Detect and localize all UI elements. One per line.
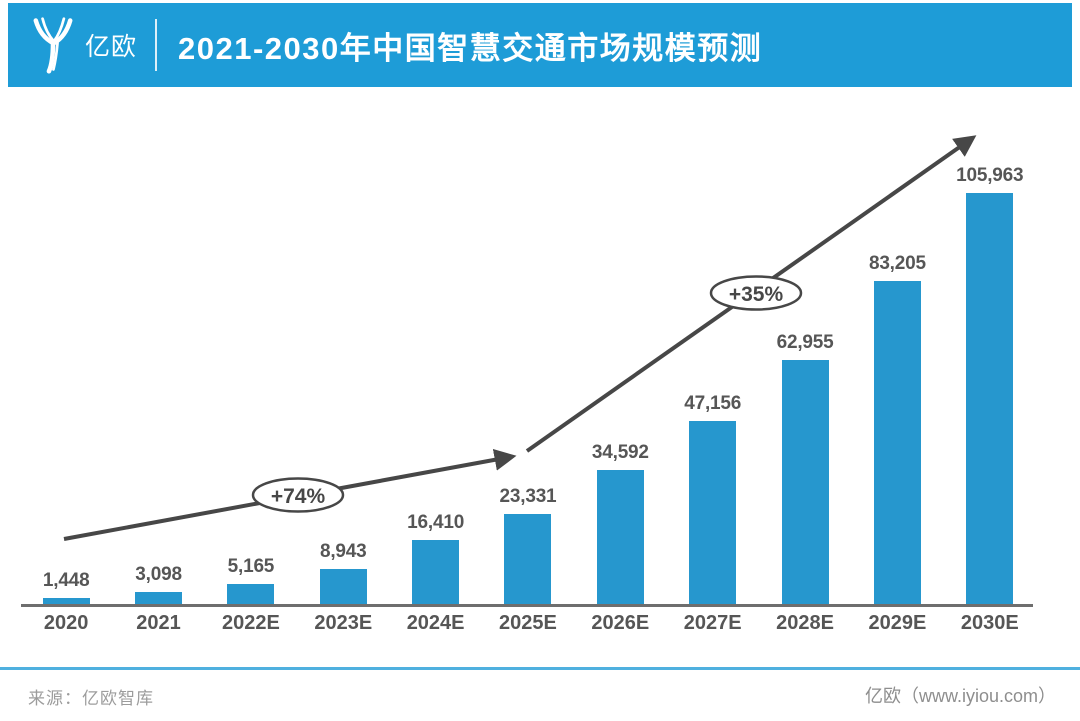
category-label-2028E: 2028E [776, 612, 834, 634]
bar-column: 3,098 [112, 120, 204, 604]
source-text: 来源：亿欧智库 [28, 689, 154, 708]
bar-column: 1,448 [20, 120, 112, 604]
bar-2026E [596, 469, 644, 604]
footer-divider-line [0, 667, 1080, 670]
bar-value-label: 34,592 [591, 441, 649, 463]
bar-value-label: 16,410 [407, 512, 465, 534]
header-divider [155, 19, 158, 71]
category-label-2030E: 2030E [960, 612, 1019, 634]
page-title: 2021-2030年中国智慧交通市场规模预测 [178, 30, 763, 66]
category-label-2025E: 2025E [499, 612, 557, 634]
bar-value-label: 3,098 [135, 564, 182, 585]
bar-column: 5,165 [205, 120, 297, 604]
bar-column: 62,955 [759, 120, 851, 604]
bar-value-label: 5,165 [227, 556, 275, 577]
category-label-2021: 2021 [136, 612, 181, 634]
bar-value-label: 1,448 [42, 570, 90, 592]
category-label-2020: 2020 [43, 612, 89, 634]
bar-value-label: 83,205 [868, 253, 926, 275]
category-label-2023E: 2023E [314, 612, 373, 634]
bar-column: 34,592 [574, 120, 666, 604]
bar-value-label: 8,943 [319, 541, 367, 563]
bar-column: 105,963 [944, 120, 1036, 604]
bar-2027E [689, 421, 737, 604]
yiou-logo-icon [33, 17, 73, 74]
bars-row: 1,448 3,098 5,165 8,943 16,410 23,331 34,592 47… [20, 120, 1036, 604]
category-label-2024E: 2024E [406, 612, 465, 634]
bar-2022E [227, 584, 275, 604]
bar-column: 47,156 [667, 120, 759, 604]
site-credit: 亿欧（www.iyiou.com） [864, 686, 1056, 706]
bar-column: 8,943 [297, 120, 389, 604]
bar-2024E [412, 540, 460, 604]
logo: 亿欧 [30, 16, 137, 74]
category-label-2022E: 2022E [221, 612, 280, 634]
category-labels-row: 2020 2021 2022E 2023E 2024E 2025E 2026E 2027E 20… [20, 612, 1036, 635]
bar-value-label: 23,331 [499, 485, 557, 507]
header-banner: 亿欧 2021-2030年中国智慧交通市场规模预测 [8, 3, 1072, 87]
category-label-2029E: 2029E [868, 612, 927, 634]
x-axis-line [21, 604, 1033, 607]
category-label-2027E: 2027E [683, 612, 742, 634]
bar-column: 16,410 [389, 120, 481, 604]
category-label-2026E: 2026E [591, 612, 650, 634]
logo-text: 亿欧 [85, 33, 138, 61]
bar-2020 [42, 598, 90, 604]
bar-2029E [873, 281, 921, 604]
bar-column: 83,205 [851, 120, 943, 604]
bar-2028E [781, 359, 829, 604]
bar-value-label: 47,156 [684, 393, 742, 415]
bar-value-label: 62,955 [776, 331, 834, 353]
bar-2021 [135, 592, 183, 604]
bar-2025E [504, 513, 552, 604]
bar-column: 23,331 [482, 120, 574, 604]
bar-value-label: 105,963 [956, 165, 1024, 186]
bar-2023E [319, 569, 367, 604]
bar-2030E [966, 193, 1014, 604]
